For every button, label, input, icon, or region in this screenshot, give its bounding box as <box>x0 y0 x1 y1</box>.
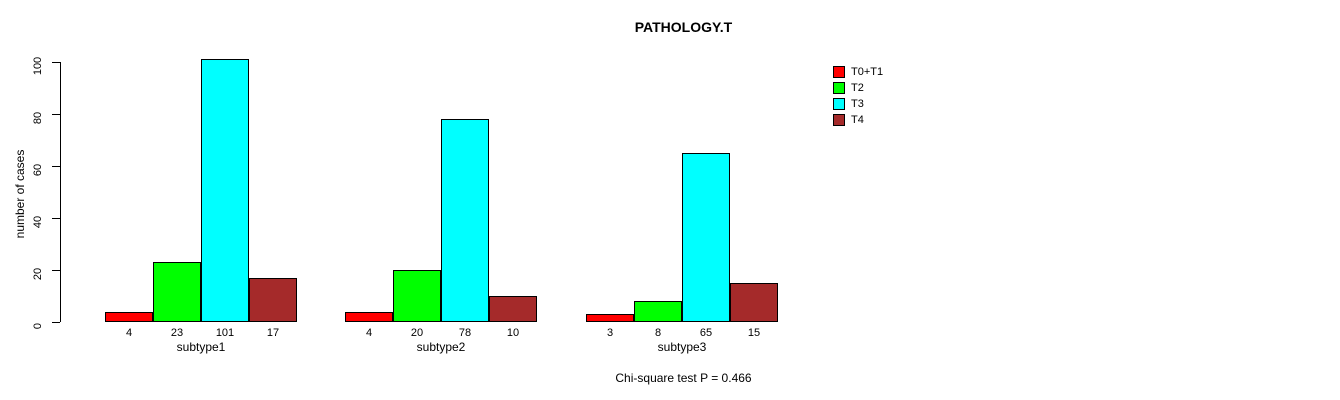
legend-item-t3: T3 <box>833 97 864 110</box>
bar-value-label: 15 <box>747 327 761 339</box>
legend-label: T4 <box>851 113 864 126</box>
y-tick <box>52 218 60 219</box>
bar-t3-subtype1 <box>201 59 249 322</box>
y-tick <box>52 270 60 271</box>
bar-t2-subtype3 <box>634 301 682 322</box>
category-label-subtype2: subtype2 <box>416 340 466 354</box>
legend-swatch <box>833 113 845 126</box>
y-tick-label-text: 20 <box>32 267 44 281</box>
legend-item-t2: T2 <box>833 81 864 94</box>
y-tick <box>52 114 60 115</box>
bar-value-label: 4 <box>365 327 373 339</box>
bar-value-label: 8 <box>654 327 662 339</box>
bar-value-label: 101 <box>215 327 235 339</box>
legend-swatch <box>833 97 845 110</box>
category-label-subtype1: subtype1 <box>176 340 226 354</box>
bar-t0-t1-subtype2 <box>345 312 393 322</box>
legend-label: T0+T1 <box>851 65 884 78</box>
y-tick-label-text: 40 <box>32 215 44 229</box>
bar-t3-subtype2 <box>441 119 489 322</box>
category-label-subtype3: subtype3 <box>657 340 707 354</box>
y-tick-label-text: 80 <box>32 111 44 125</box>
bar-t4-subtype1 <box>249 278 297 322</box>
bar-value-label: 23 <box>170 327 184 339</box>
y-tick-label-text: 100 <box>32 56 44 76</box>
bar-t3-subtype3 <box>682 153 730 322</box>
bar-value-label: 20 <box>410 327 424 339</box>
bar-t0-t1-subtype1 <box>105 312 153 322</box>
legend-item-t0-t1: T0+T1 <box>833 65 883 78</box>
y-tick <box>52 322 60 323</box>
chart-title: PATHOLOGY.T <box>634 19 733 35</box>
y-axis-label-text: number of cases <box>13 149 27 239</box>
y-tick-label-text: 60 <box>32 163 44 177</box>
bar-value-label: 10 <box>506 327 520 339</box>
y-tick <box>52 166 60 167</box>
bar-t2-subtype2 <box>393 270 441 322</box>
bar-t0-t1-subtype3 <box>586 314 634 322</box>
bar-t4-subtype2 <box>489 296 537 322</box>
bar-value-label: 4 <box>125 327 133 339</box>
bar-value-label: 65 <box>699 327 713 339</box>
chi-square-annotation: Chi-square test P = 0.466 <box>615 371 752 385</box>
y-axis-line <box>60 62 61 322</box>
legend-label: T2 <box>851 81 864 94</box>
bar-t4-subtype3 <box>730 283 778 322</box>
legend-swatch <box>833 81 845 94</box>
y-tick <box>52 62 60 63</box>
legend-item-t4: T4 <box>833 113 864 126</box>
legend-swatch <box>833 65 845 78</box>
legend-label: T3 <box>851 97 864 110</box>
bar-value-label: 78 <box>458 327 472 339</box>
bar-t2-subtype1 <box>153 262 201 322</box>
bar-value-label: 17 <box>266 327 280 339</box>
y-tick-label-text: 0 <box>32 322 44 330</box>
bar-value-label: 3 <box>606 327 614 339</box>
